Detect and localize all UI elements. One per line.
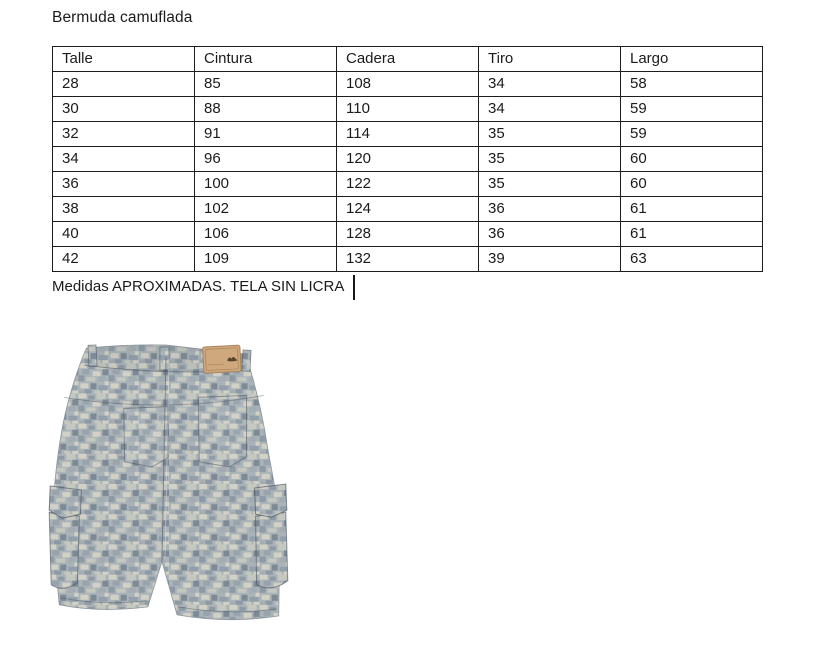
table-cell: 32 [52,121,195,147]
table-header-row: Talle Cintura Cadera Tiro Largo [52,46,763,72]
hem-stitch-left [60,597,146,604]
page-title: Bermuda camuflada [52,9,193,26]
table-cell: 128 [336,221,479,247]
table-cell: 34 [478,71,621,97]
table-cell: 124 [336,196,479,222]
table-cell: 61 [620,221,763,247]
cargo-pocket-right-flap [254,483,288,518]
table-header-cintura: Cintura [194,46,337,72]
table-cell: 114 [336,121,479,147]
table-cell: 106 [194,221,337,247]
table-cell: 59 [620,96,763,122]
table-row: 32 91 114 35 59 [52,121,763,147]
table-cell: 36 [478,196,621,222]
table-cell: 28 [52,71,195,97]
measurement-note: Medidas APROXIMADAS. TELA SIN LICRA [52,278,345,295]
table-cell: 88 [194,96,337,122]
table-cell: 34 [52,146,195,172]
table-cell: 108 [336,71,479,97]
table-cell: 36 [478,221,621,247]
table-cell: 34 [478,96,621,122]
table-cell: 100 [194,171,337,197]
table-row: 40 106 128 36 61 [52,221,763,247]
table-cell: 120 [336,146,479,172]
table-row: 38 102 124 36 61 [52,196,763,222]
hem-stitch-right [177,606,277,613]
table-row: 34 96 120 35 60 [52,146,763,172]
table-cell: 110 [336,96,479,122]
table-cell: 58 [620,71,763,97]
table-cell: 38 [52,196,195,222]
cargo-pocket-right-body [255,511,289,589]
table-header-largo: Largo [620,46,763,72]
table-row: 30 88 110 34 59 [52,96,763,122]
measurement-note-line: Medidas APROXIMADAS. TELA SIN LICRA [52,274,820,300]
cargo-pocket-left-body [48,511,80,589]
center-seam [161,357,167,562]
table-header-cadera: Cadera [336,46,479,72]
table-cell: 132 [336,246,479,272]
back-pocket-left [123,405,169,468]
table-cell: 102 [194,196,337,222]
belt-loop [241,349,252,372]
table-cell: 96 [194,146,337,172]
table-cell: 60 [620,171,763,197]
text-cursor [353,274,355,300]
table-cell: 60 [620,146,763,172]
size-table: Talle Cintura Cadera Tiro Largo 28 85 10… [52,46,763,272]
table-header-talle: Talle [52,46,195,72]
table-header-tiro: Tiro [478,46,621,72]
belt-loop [159,346,170,371]
table-cell: 30 [52,96,195,122]
table-row: 42 109 132 39 63 [52,246,763,272]
shorts-body [51,344,281,621]
table-cell: 40 [52,221,195,247]
camo-shorts-illustration [48,344,289,621]
table-cell: 59 [620,121,763,147]
table-cell: 61 [620,196,763,222]
table-cell: 39 [478,246,621,272]
table-cell: 35 [478,121,621,147]
cargo-pocket-left-flap [48,485,82,519]
table-cell: 42 [52,246,195,272]
center-seam-stitch [164,359,170,560]
table-cell: 63 [620,246,763,272]
table-cell: 109 [194,246,337,272]
table-cell: 35 [478,146,621,172]
table-row: 36 100 122 35 60 [52,171,763,197]
patch-logo [227,357,238,362]
table-cell: 91 [194,121,337,147]
table-row: 28 85 108 34 58 [52,71,763,97]
table-cell: 122 [336,171,479,197]
product-photo-shorts [48,333,290,630]
belt-loop [87,344,98,367]
table-cell: 36 [52,171,195,197]
table-cell: 85 [194,71,337,97]
back-pocket-right [197,394,248,468]
table-cell: 35 [478,171,621,197]
leather-patch [202,344,242,374]
